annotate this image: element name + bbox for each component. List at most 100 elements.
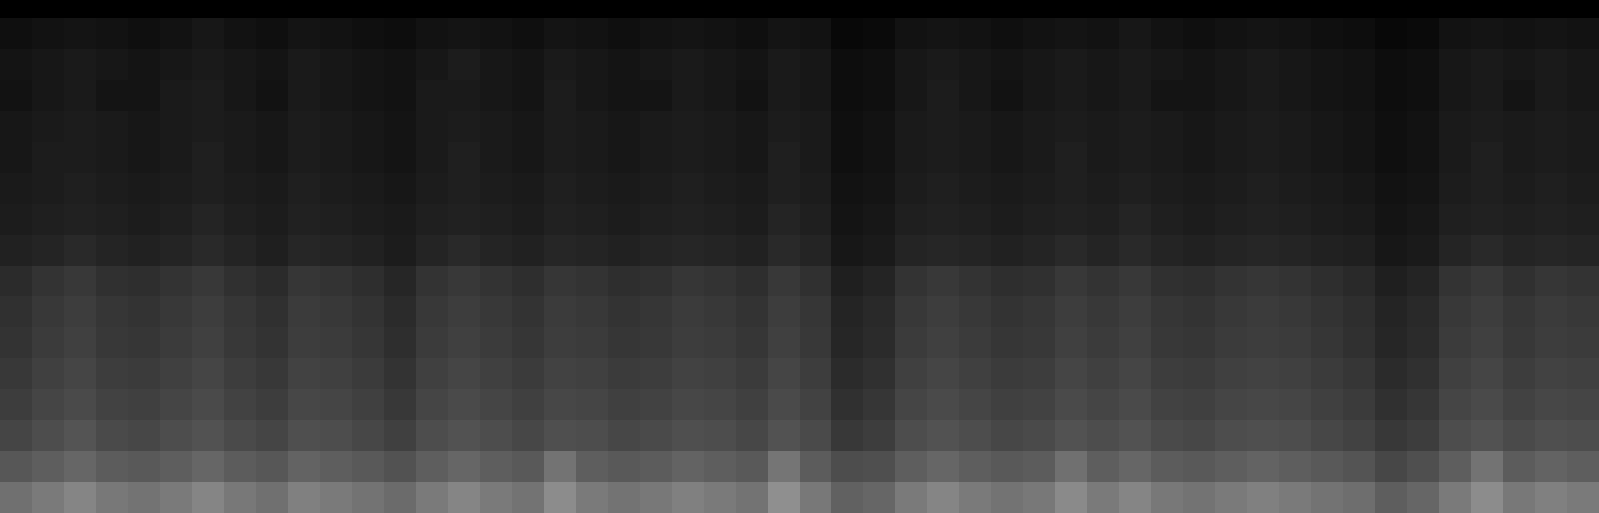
cell — [1247, 266, 1279, 297]
cell — [320, 482, 352, 513]
cell — [1407, 80, 1439, 111]
cell — [1407, 142, 1439, 173]
cell — [1407, 235, 1439, 266]
cell — [576, 49, 608, 80]
cell — [1311, 235, 1343, 266]
cell — [0, 296, 32, 327]
cell — [672, 49, 704, 80]
cell — [128, 173, 160, 204]
cell — [736, 358, 768, 389]
cell — [480, 389, 512, 420]
cell — [416, 358, 448, 389]
cell — [863, 358, 895, 389]
cell — [1439, 204, 1471, 235]
cell — [991, 420, 1023, 451]
cell — [768, 235, 800, 266]
cell — [991, 296, 1023, 327]
cell — [448, 18, 480, 49]
cell — [1183, 482, 1215, 513]
cell — [96, 173, 128, 204]
cell — [480, 18, 512, 49]
cell — [1151, 111, 1183, 142]
cell — [831, 204, 863, 235]
cell — [1023, 266, 1055, 297]
cell — [1215, 420, 1247, 451]
cell — [831, 482, 863, 513]
cell — [1567, 80, 1599, 111]
cell — [800, 389, 832, 420]
cell — [288, 420, 320, 451]
cell — [991, 18, 1023, 49]
cell — [128, 482, 160, 513]
cell — [1215, 49, 1247, 80]
cell — [1471, 296, 1503, 327]
cell — [1087, 111, 1119, 142]
cell — [768, 173, 800, 204]
cell — [831, 358, 863, 389]
cell — [1375, 111, 1407, 142]
cell — [224, 266, 256, 297]
cell — [768, 142, 800, 173]
cell — [800, 235, 832, 266]
cell — [0, 173, 32, 204]
cell — [1119, 235, 1151, 266]
cell — [895, 173, 927, 204]
cell — [192, 173, 224, 204]
cell — [1279, 389, 1311, 420]
cell — [927, 327, 959, 358]
cell — [1503, 49, 1535, 80]
cell — [1375, 389, 1407, 420]
cell — [192, 296, 224, 327]
cell — [480, 204, 512, 235]
cell — [1343, 451, 1375, 482]
cell — [384, 204, 416, 235]
cell — [1279, 266, 1311, 297]
cell — [1151, 173, 1183, 204]
cell — [608, 266, 640, 297]
cell — [1311, 80, 1343, 111]
cell — [672, 389, 704, 420]
cell — [1215, 173, 1247, 204]
cell — [1311, 204, 1343, 235]
cell — [1439, 389, 1471, 420]
cell — [544, 173, 576, 204]
cell — [704, 80, 736, 111]
cell — [32, 142, 64, 173]
cell — [224, 235, 256, 266]
cell — [1439, 173, 1471, 204]
cell — [416, 18, 448, 49]
cell — [544, 204, 576, 235]
cell — [448, 420, 480, 451]
cell — [160, 111, 192, 142]
cell — [448, 80, 480, 111]
cell — [863, 389, 895, 420]
cell — [736, 111, 768, 142]
cell — [576, 420, 608, 451]
cell — [608, 80, 640, 111]
cell — [128, 358, 160, 389]
cell — [608, 142, 640, 173]
cell — [192, 142, 224, 173]
cell — [1535, 173, 1567, 204]
cell — [320, 49, 352, 80]
cell — [128, 142, 160, 173]
cell — [1119, 80, 1151, 111]
cell — [256, 173, 288, 204]
cell — [1055, 142, 1087, 173]
cell — [0, 80, 32, 111]
cell — [32, 204, 64, 235]
cell — [64, 266, 96, 297]
cell — [256, 296, 288, 327]
cell — [224, 389, 256, 420]
cell — [1311, 49, 1343, 80]
cell — [863, 173, 895, 204]
cell — [1055, 389, 1087, 420]
cell — [1567, 482, 1599, 513]
cell — [1567, 296, 1599, 327]
cell — [831, 173, 863, 204]
cell — [448, 49, 480, 80]
cell — [640, 204, 672, 235]
cell — [1567, 420, 1599, 451]
cell — [1375, 142, 1407, 173]
cell — [448, 482, 480, 513]
